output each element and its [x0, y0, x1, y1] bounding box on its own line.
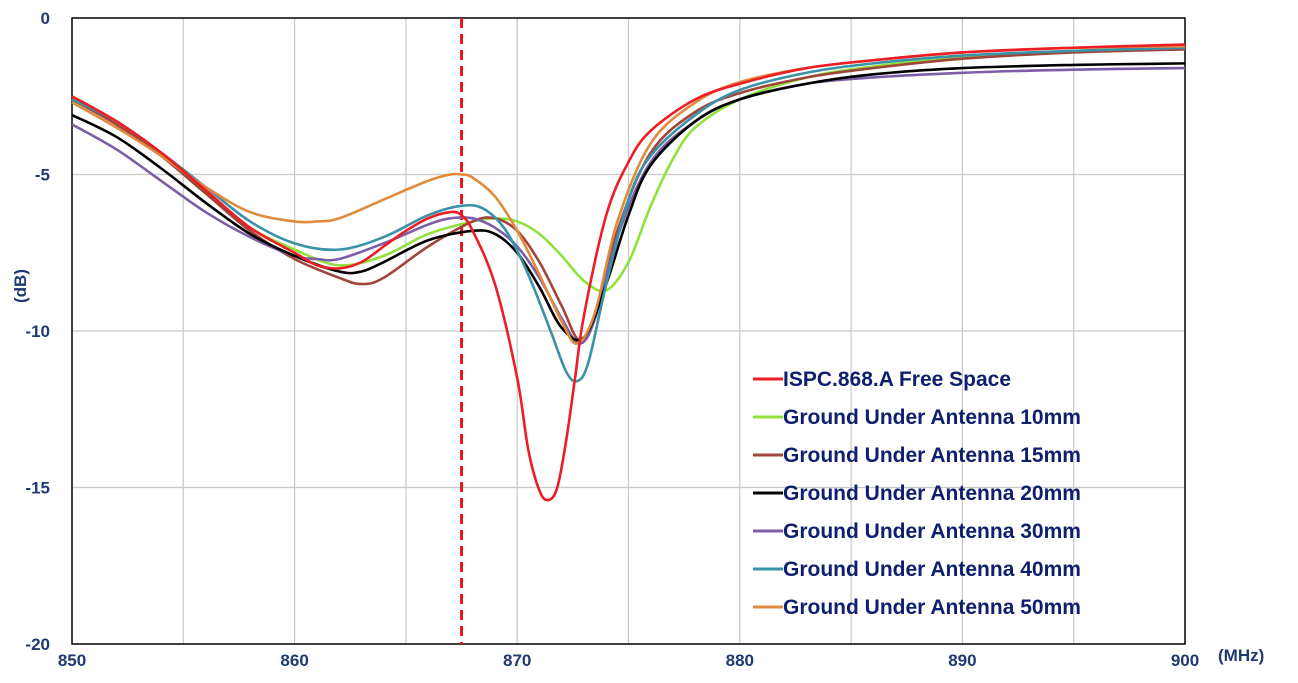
y-tick-label: -20: [25, 635, 50, 654]
legend-label: Ground Under Antenna 15mm: [783, 444, 1081, 467]
x-axis-label: (MHz): [1218, 646, 1264, 665]
x-tick-label: 850: [58, 651, 86, 670]
y-tick-label: -10: [25, 322, 50, 341]
y-tick-label: -15: [25, 479, 50, 498]
series-line: [71, 46, 1186, 383]
x-tick-label: 880: [726, 651, 754, 670]
tick-labels: 850 860 870 880 890 900 0 -5 -10 -15 -20: [25, 9, 1199, 670]
y-axis-label: (dB): [11, 269, 30, 303]
legend-label: Ground Under Antenna 20mm: [783, 482, 1081, 505]
y-tick-label: 0: [41, 9, 50, 28]
x-tick-label: 900: [1171, 651, 1199, 670]
x-tick-label: 870: [503, 651, 531, 670]
grid: [72, 18, 1185, 644]
x-tick-label: 890: [948, 651, 976, 670]
series-lines: [71, 43, 1186, 502]
legend-label: Ground Under Antenna 10mm: [783, 406, 1081, 429]
legend: ISPC.868.A Free Space Ground Under Antenn…: [753, 368, 1081, 619]
y-tick-label: -5: [35, 166, 50, 185]
legend-label: Ground Under Antenna 40mm: [783, 558, 1081, 581]
plot-frame: [71, 17, 1186, 645]
series-line: [71, 62, 1186, 342]
legend-label: Ground Under Antenna 30mm: [783, 520, 1081, 543]
legend-label: ISPC.868.A Free Space: [783, 368, 1011, 391]
series-line: [71, 43, 1186, 502]
x-tick-label: 860: [280, 651, 308, 670]
legend-label: Ground Under Antenna 50mm: [783, 596, 1081, 619]
